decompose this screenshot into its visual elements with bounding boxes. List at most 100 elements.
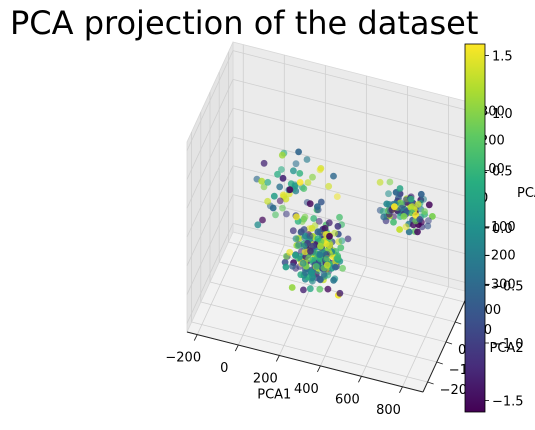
grid-line [209,281,447,343]
data-point [300,226,308,233]
data-point [315,217,323,225]
colorbar-tick-label: 1.5 [492,50,513,65]
data-point [310,215,318,222]
data-point [306,200,314,208]
data-point [288,284,296,291]
z-tick-label: 300 [480,105,505,120]
grid-line [186,79,234,180]
data-point [331,263,339,271]
data-point [282,263,290,271]
y-axis-label: PCA2 [490,341,524,356]
data-point [314,228,322,236]
x-tick-mark [275,355,280,362]
data-point [339,264,346,272]
data-point [260,183,268,191]
data-point [276,197,284,205]
data-point [306,285,314,293]
data-point [323,250,331,258]
data-point [278,166,285,173]
data-point [425,217,432,225]
data-point [407,195,415,203]
x-tick-label: 600 [335,392,360,407]
data-point [296,179,304,186]
grid-line [186,165,234,266]
data-point [294,242,302,250]
data-point [330,276,337,284]
data-point [414,201,422,208]
data-point [320,271,328,278]
y-tick-mark [436,361,443,365]
data-point [301,269,309,277]
data-point [314,235,322,243]
data-point [272,211,279,219]
x-tick-label: 200 [253,371,278,386]
z-tick-label: −200 [480,249,516,264]
data-point [316,251,324,258]
z-tick-label: 200 [480,133,505,148]
grid-line [186,194,234,295]
data-point [279,204,286,212]
data-point [317,242,324,250]
colorbar: 1.5 1.0 0.5 0.0 −0.5 −1.0 −1.5 [464,43,524,413]
data-point [402,223,410,231]
grid-line [186,223,234,324]
data-point [292,251,299,259]
data-point [390,218,397,226]
data-point [313,262,321,270]
data-point [264,178,272,186]
data-point [326,242,333,249]
data-point [429,213,436,220]
data-point [300,286,307,294]
data-point [296,170,304,177]
tick-labels: −2000200400600800−200−1000100200−300−200… [165,105,515,418]
x-tick-mark [193,334,198,341]
colorbar-tick-label: 0.5 [492,165,513,180]
data-point [376,178,384,186]
data-point [289,262,296,270]
colorbar-tick-label: 0.0 [492,222,513,237]
data-point [308,269,316,277]
grid-line [186,136,234,238]
z-axis-label: PCA3 [517,186,535,201]
colorbar-gradient [464,43,486,413]
grid-line [232,222,470,284]
data-point [336,213,343,221]
data-point [293,213,300,221]
data-point [292,235,300,243]
data-point [326,232,333,240]
data-point [279,174,287,182]
z-tick-label: −300 [480,277,516,292]
data-point [414,228,421,236]
data-point [333,193,341,201]
x-axis-label: PCA1 [257,387,291,402]
data-point [306,232,314,240]
data-point [300,242,308,250]
data-point [379,208,387,215]
x-tick-label: 800 [376,403,401,418]
x-tick-mark [316,365,321,373]
data-point [303,156,311,163]
x-tick-mark [358,376,362,383]
data-point [330,172,337,180]
grid-lines [186,44,470,387]
data-point [254,221,262,229]
data-point [258,177,266,185]
x-tick-mark [234,344,239,352]
y-tick-mark [455,321,462,325]
data-point [323,261,331,269]
data-point [344,235,352,243]
grid-line [186,50,234,151]
y-tick-mark [427,381,434,385]
x-tick-label: −200 [165,351,201,366]
grid-line [191,321,428,383]
data-point [259,216,266,224]
z-tick-label: 100 [480,162,505,177]
grid-line [200,301,437,363]
grid-line [232,50,470,112]
data-point [276,183,284,191]
data-point [324,285,332,293]
data-point [405,228,413,236]
data-point [307,247,314,255]
data-point [282,195,290,203]
z-tick-label: −100 [480,220,516,235]
